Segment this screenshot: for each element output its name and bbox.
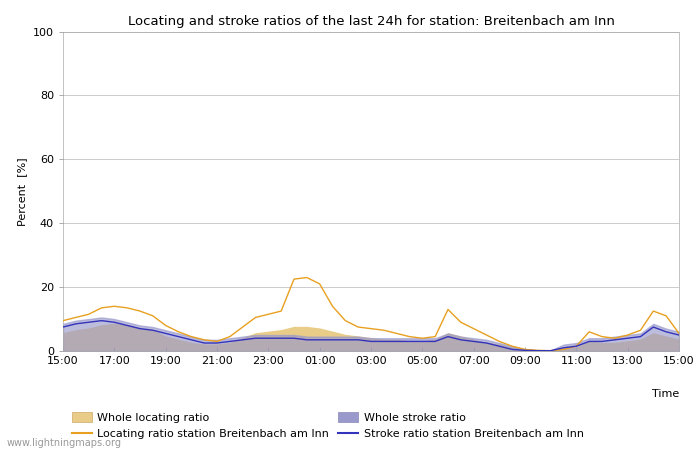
- Text: www.lightningmaps.org: www.lightningmaps.org: [7, 438, 122, 448]
- Y-axis label: Percent  [%]: Percent [%]: [18, 157, 27, 225]
- Title: Locating and stroke ratios of the last 24h for station: Breitenbach am Inn: Locating and stroke ratios of the last 2…: [127, 14, 615, 27]
- Text: Time: Time: [652, 389, 679, 399]
- Legend: Whole locating ratio, Locating ratio station Breitenbach am Inn, Whole stroke ra: Whole locating ratio, Locating ratio sta…: [67, 408, 588, 444]
